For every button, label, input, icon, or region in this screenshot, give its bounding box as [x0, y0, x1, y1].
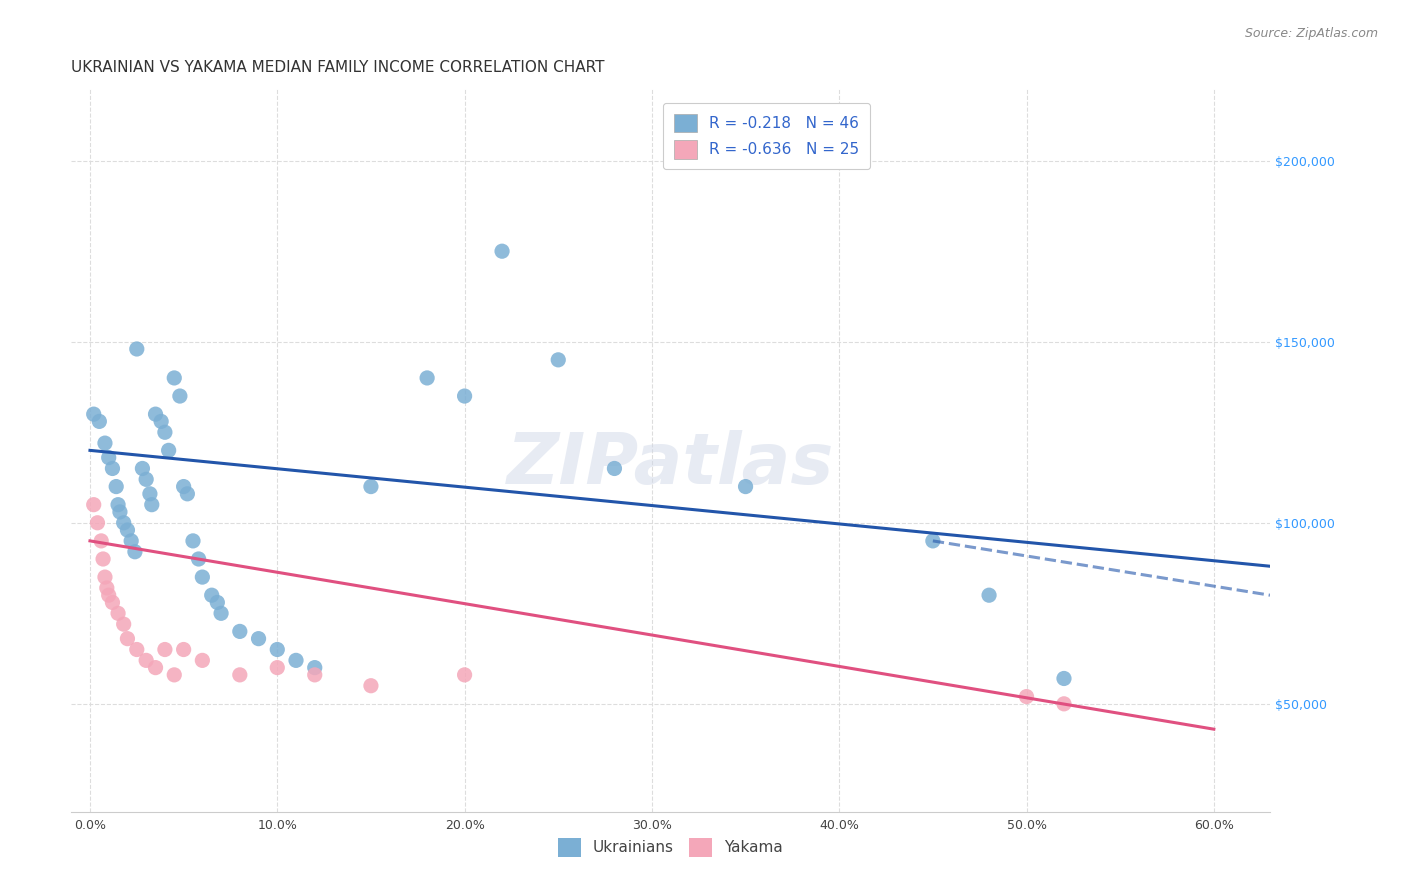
Point	[86, 516, 108, 530]
Point	[107, 607, 129, 621]
Point	[105, 479, 128, 493]
Point	[135, 653, 157, 667]
Point	[112, 617, 135, 632]
Point	[139, 487, 162, 501]
Point	[125, 342, 148, 356]
Point	[173, 479, 195, 493]
Point	[157, 443, 180, 458]
Point	[145, 660, 167, 674]
Point	[83, 407, 105, 421]
Point	[229, 668, 252, 682]
Point	[124, 545, 146, 559]
Point	[83, 498, 105, 512]
Point	[1015, 690, 1038, 704]
Point	[453, 389, 475, 403]
Point	[117, 523, 139, 537]
Point	[304, 660, 326, 674]
Point	[453, 668, 475, 682]
Point	[141, 498, 163, 512]
Point	[734, 479, 756, 493]
Point	[191, 570, 214, 584]
Point	[416, 371, 439, 385]
Point	[91, 552, 114, 566]
Point	[266, 660, 288, 674]
Point	[131, 461, 153, 475]
Point	[266, 642, 288, 657]
Text: Source: ZipAtlas.com: Source: ZipAtlas.com	[1244, 27, 1378, 40]
Point	[247, 632, 270, 646]
Point	[191, 653, 214, 667]
Point	[163, 668, 186, 682]
Point	[117, 632, 139, 646]
Point	[603, 461, 626, 475]
Point	[1053, 697, 1076, 711]
Point	[135, 472, 157, 486]
Point	[921, 533, 943, 548]
Point	[107, 498, 129, 512]
Point	[112, 516, 135, 530]
Point	[96, 581, 118, 595]
Point	[1053, 672, 1076, 686]
Point	[97, 588, 120, 602]
Point	[89, 414, 111, 428]
Point	[120, 533, 142, 548]
Point	[285, 653, 308, 667]
Point	[94, 570, 117, 584]
Point	[201, 588, 224, 602]
Point	[90, 533, 112, 548]
Point	[977, 588, 1000, 602]
Point	[101, 461, 124, 475]
Point	[125, 642, 148, 657]
Point	[187, 552, 209, 566]
Legend: R = -0.218   N = 46, R = -0.636   N = 25: R = -0.218 N = 46, R = -0.636 N = 25	[664, 103, 870, 169]
Point	[207, 595, 229, 609]
Point	[181, 533, 204, 548]
Point	[163, 371, 186, 385]
Point	[229, 624, 252, 639]
Point	[360, 679, 382, 693]
Point	[153, 642, 176, 657]
Point	[360, 479, 382, 493]
Text: ZIPatlas: ZIPatlas	[508, 430, 834, 500]
Point	[108, 505, 131, 519]
Point	[153, 425, 176, 440]
Point	[169, 389, 191, 403]
Text: UKRAINIAN VS YAKAMA MEDIAN FAMILY INCOME CORRELATION CHART: UKRAINIAN VS YAKAMA MEDIAN FAMILY INCOME…	[72, 60, 605, 75]
Point	[101, 595, 124, 609]
Point	[209, 607, 232, 621]
Point	[173, 642, 195, 657]
Point	[94, 436, 117, 450]
Point	[97, 450, 120, 465]
Point	[547, 352, 569, 367]
Point	[176, 487, 198, 501]
Point	[304, 668, 326, 682]
Point	[145, 407, 167, 421]
Point	[150, 414, 173, 428]
Point	[491, 244, 513, 259]
